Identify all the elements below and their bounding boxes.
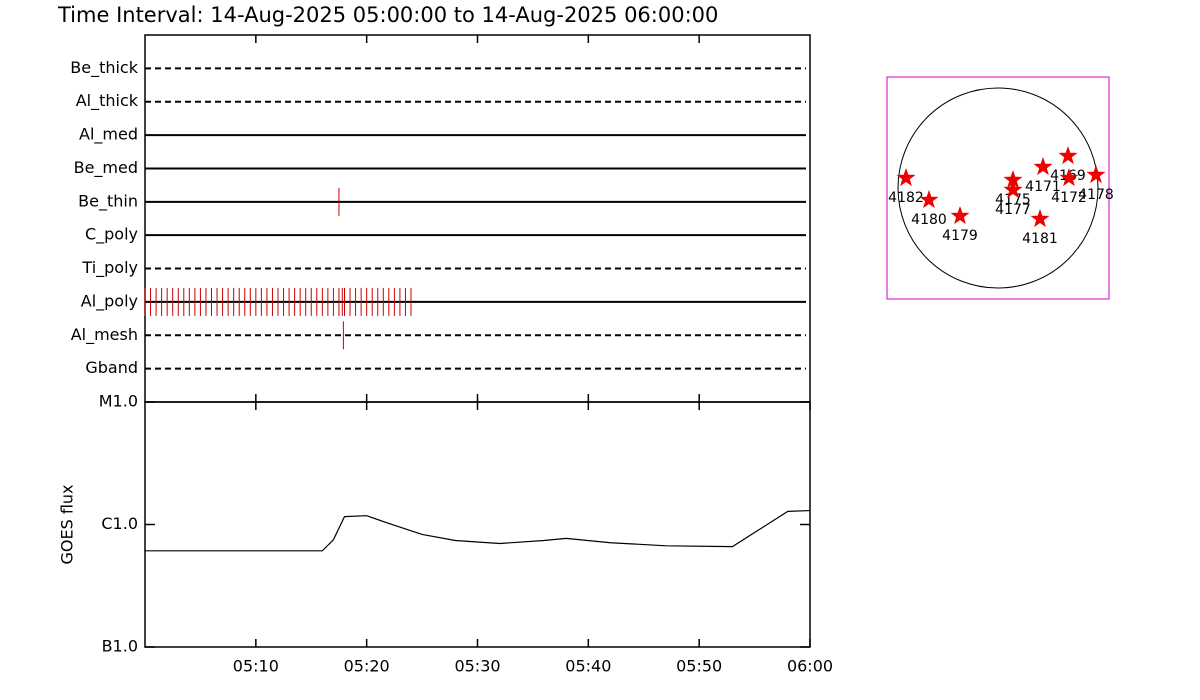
active-region <box>1086 165 1106 184</box>
y-tick-label: C1.0 <box>101 514 138 533</box>
filter-label: Gband <box>85 358 138 377</box>
active-region <box>1033 157 1053 176</box>
region-label: 4182 <box>888 190 924 206</box>
region-label: 4177 <box>995 202 1031 218</box>
x-tick-label: 05:50 <box>676 657 722 676</box>
active-region <box>1058 146 1078 165</box>
x-tick-label: 05:30 <box>454 657 500 676</box>
filter-label: Be_med <box>74 158 138 178</box>
y-axis-label: GOES flux <box>58 484 77 564</box>
region-label: 4178 <box>1078 187 1114 203</box>
solar-disk <box>897 87 1099 289</box>
active-region <box>1003 170 1023 189</box>
filter-label: Al_mesh <box>71 325 138 345</box>
flux-line <box>145 509 811 552</box>
active-region <box>1059 168 1079 187</box>
chart-title: Time Interval: 14-Aug-2025 05:00:00 to 1… <box>57 3 718 27</box>
active-region <box>919 190 939 209</box>
region-label: 4175 <box>995 192 1031 208</box>
active-region <box>1030 209 1050 228</box>
x-tick-label: 05:10 <box>233 657 279 676</box>
filter-label: Ti_poly <box>81 258 138 278</box>
filter-label: C_poly <box>85 225 138 245</box>
filter-label: Al_poly <box>81 291 138 311</box>
map-frame <box>886 76 1110 300</box>
active-region <box>950 206 970 225</box>
region-label: 4180 <box>911 212 947 228</box>
active-region <box>896 168 916 187</box>
region-label: 4171 <box>1025 179 1061 195</box>
panel-frame <box>144 401 811 648</box>
x-tick-label: 05:20 <box>344 657 390 676</box>
region-label: 4181 <box>1022 231 1058 247</box>
filter-label: Al_med <box>79 125 138 145</box>
region-label: 4172 <box>1051 190 1087 206</box>
x-tick-label: 05:40 <box>565 657 611 676</box>
y-tick-label: M1.0 <box>99 392 138 411</box>
region-label: 4179 <box>942 228 978 244</box>
panel-frame <box>144 34 811 403</box>
filter-label: Be_thin <box>78 191 138 211</box>
filter-label: Al_thick <box>76 91 139 111</box>
x-tick-label: 06:00 <box>787 657 833 676</box>
filter-label: Be_thick <box>70 58 138 78</box>
active-region <box>1003 180 1023 199</box>
y-tick-label: B1.0 <box>102 637 138 656</box>
